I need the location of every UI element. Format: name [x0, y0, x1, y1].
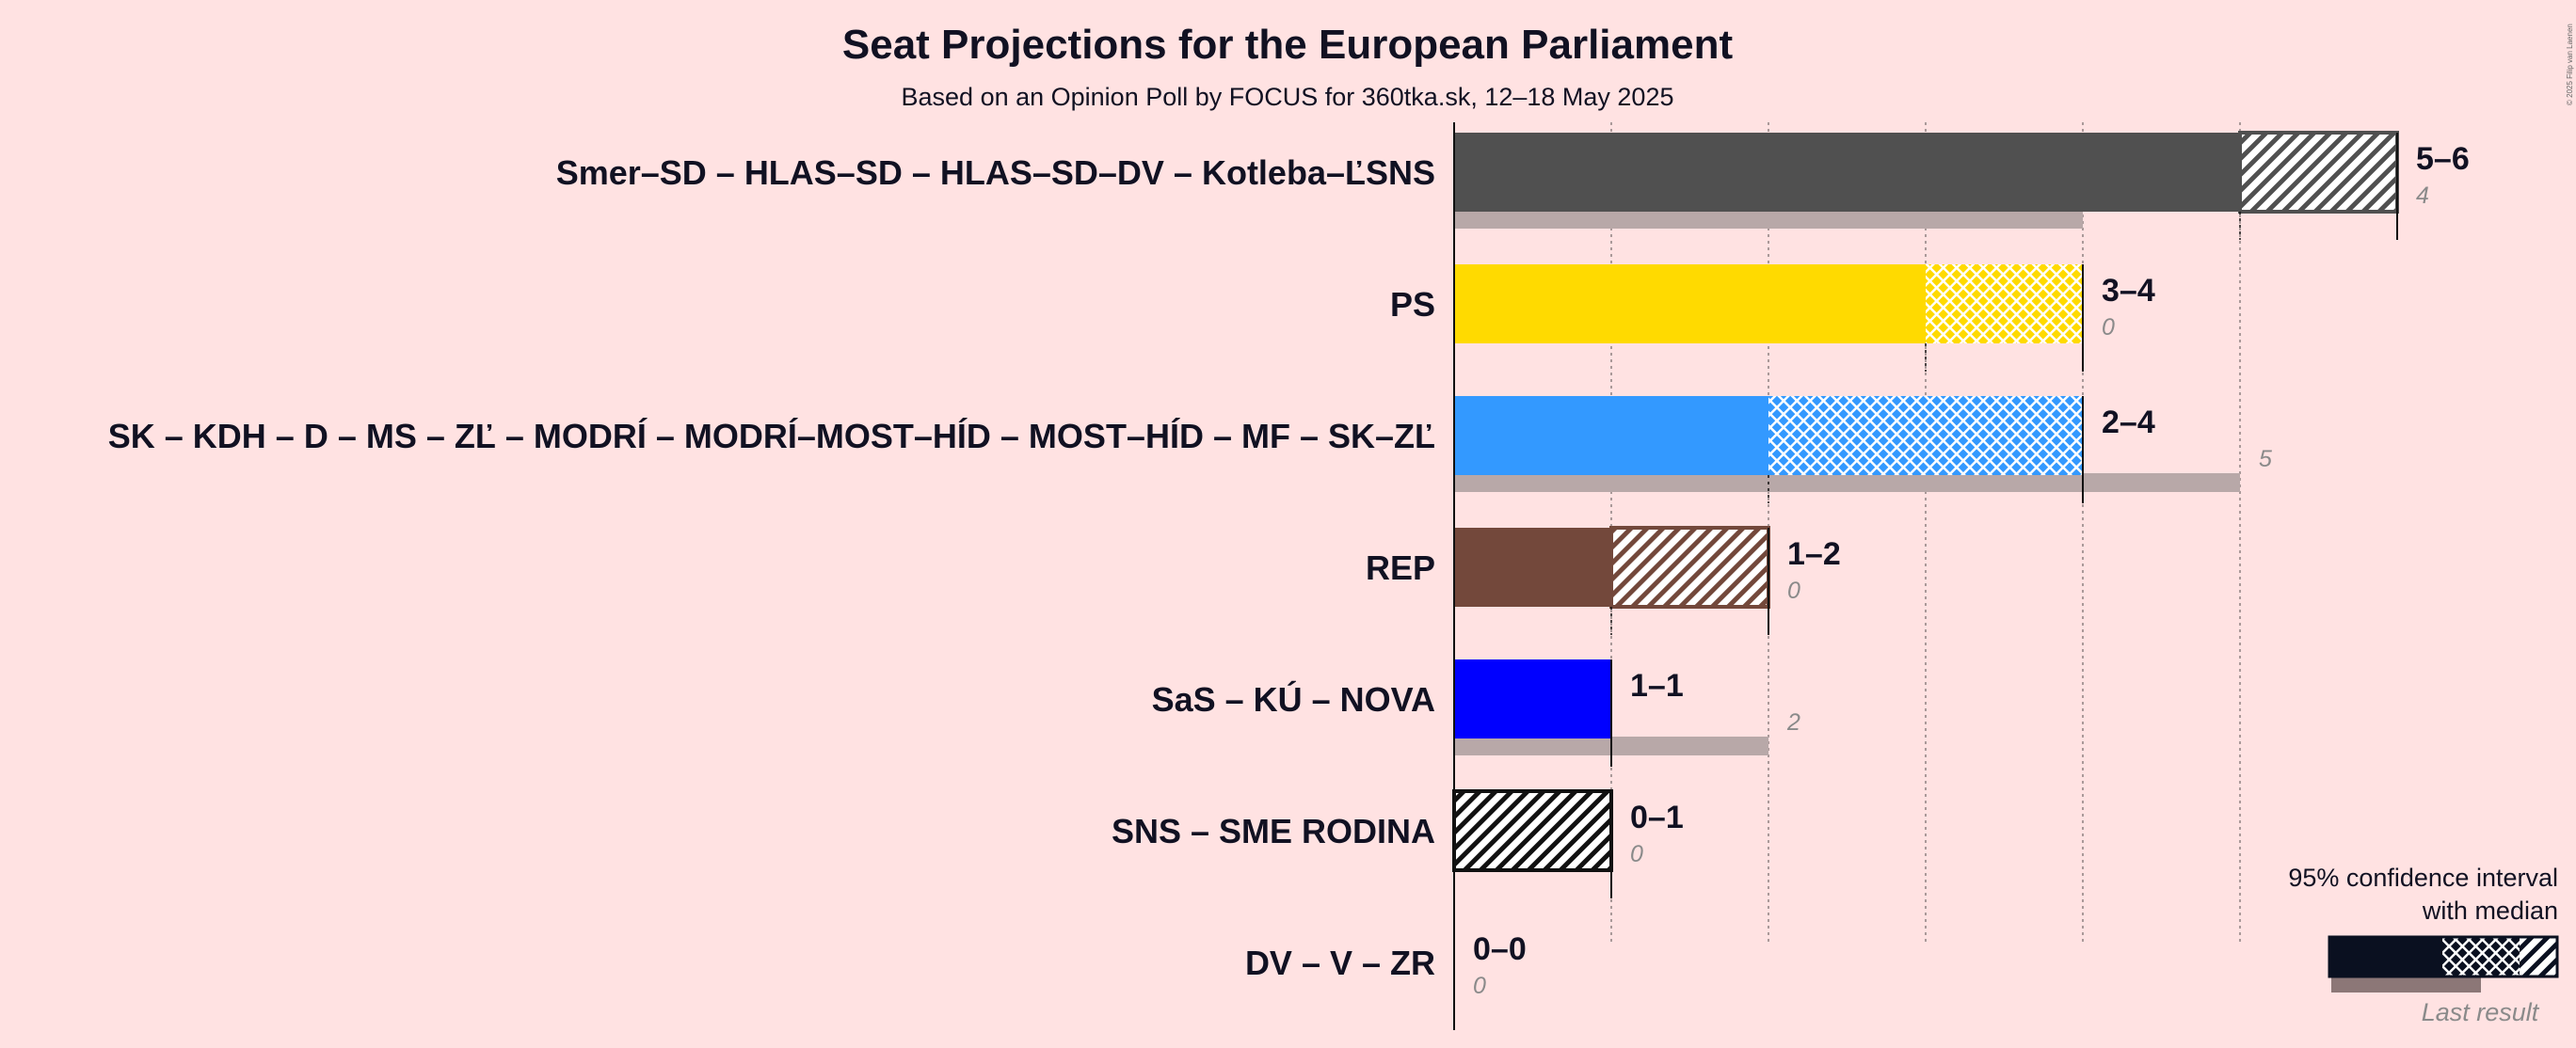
party-4-last-result-label: 2	[1786, 709, 1800, 736]
party-0-range-label: 5–6	[2416, 141, 2470, 177]
party-3-interval-bar	[1609, 526, 1770, 609]
party-4-median-bar	[1454, 659, 1611, 738]
party-2-last-result-bar	[1454, 473, 2240, 492]
party-1-interval-bar	[1926, 264, 2083, 343]
party-0-median-bar	[1454, 133, 2240, 212]
legend-title-line1: 95% confidence interval	[2288, 864, 2558, 892]
legend-title-line2: with median	[2422, 897, 2558, 925]
party-6-name: DV – V – ZR	[1245, 944, 1435, 982]
copyright-note: © 2025 Filip van Laenen	[2566, 24, 2574, 105]
party-3-name: REP	[1366, 548, 1435, 587]
party-3-last-result-label: 0	[1787, 578, 1800, 604]
party-6-range-label: 0–0	[1473, 931, 1527, 967]
party-2-range-label: 2–4	[2102, 405, 2155, 440]
legend: 95% confidence interval with median Last…	[2288, 864, 2559, 1026]
party-1-last-result-label: 0	[2102, 314, 2115, 341]
legend-outline	[2328, 935, 2559, 978]
party-5-name: SNS – SME RODINA	[1112, 812, 1435, 850]
party-3-median-bar	[1454, 528, 1611, 607]
chart-title: Seat Projections for the European Parlia…	[842, 22, 1734, 68]
projection-bars	[1452, 131, 2399, 898]
legend-crosshatch-bar	[2442, 937, 2520, 977]
legend-last-result-label: Last result	[2422, 998, 2540, 1026]
party-0-last-result-label: 4	[2416, 183, 2429, 209]
party-2-median-bar	[1454, 396, 1768, 475]
party-1-name: PS	[1390, 285, 1435, 324]
party-2-last-result-label: 5	[2259, 446, 2272, 472]
party-4-range-label: 1–1	[1630, 668, 1684, 704]
party-0-name: Smer–SD – HLAS–SD – HLAS–SD–DV – Kotleba…	[556, 153, 1435, 192]
chart-subtitle: Based on an Opinion Poll by FOCUS for 36…	[902, 83, 1674, 111]
party-2-interval-bar	[1768, 396, 2083, 475]
party-1-median-bar	[1454, 264, 1926, 343]
party-0-interval-bar	[2238, 131, 2399, 214]
party-5-last-result-label: 0	[1630, 841, 1643, 867]
legend-last-result-bar	[2331, 976, 2481, 992]
party-5-range-label: 0–1	[1630, 800, 1684, 835]
legend-hatch-bar	[2520, 937, 2557, 977]
party-5-interval-bar	[1452, 789, 1613, 872]
party-0-last-result-bar	[1454, 210, 2083, 229]
bar-labels: Smer–SD – HLAS–SD – HLAS–SD–DV – Kotleba…	[108, 141, 2470, 999]
party-2-name: SK – KDH – D – MS – ZĽ – MODRÍ – MODRÍ–M…	[108, 417, 1435, 455]
party-3-range-label: 1–2	[1787, 536, 1841, 572]
party-1-range-label: 3–4	[2102, 273, 2155, 309]
party-6-last-result-label: 0	[1473, 973, 1486, 999]
party-4-name: SaS – KÚ – NOVA	[1152, 679, 1435, 719]
legend-solid-bar	[2329, 937, 2442, 977]
